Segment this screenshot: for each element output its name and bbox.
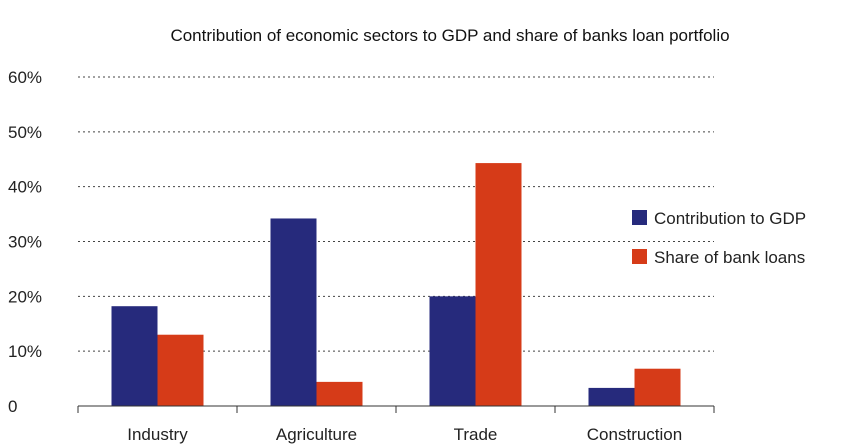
legend-swatch [632, 249, 647, 264]
chart-title: Contribution of economic sectors to GDP … [170, 26, 729, 45]
y-tick-label: 40% [8, 178, 42, 197]
y-tick-label: 20% [8, 287, 42, 306]
x-category-label: Trade [454, 425, 498, 444]
legend-swatch [632, 210, 647, 225]
bar-0-0 [111, 306, 158, 406]
x-category-label: Agriculture [276, 425, 357, 444]
bars [111, 163, 681, 406]
y-axis-ticks: 0 10% 20% 30% 40% 50% 60% [8, 68, 42, 416]
bar-1-0 [157, 334, 204, 406]
bar-1-3 [634, 368, 681, 406]
y-tick-label: 10% [8, 342, 42, 361]
x-axis: Industry Agriculture Trade Construction [77, 405, 715, 444]
y-tick-label: 50% [8, 123, 42, 142]
bar-1-2 [475, 163, 522, 406]
bar-1-1 [316, 381, 363, 406]
gridlines [78, 76, 714, 352]
legend-label: Share of bank loans [654, 248, 805, 267]
bar-0-1 [270, 218, 317, 406]
bar-0-3 [588, 387, 635, 406]
y-tick-label: 60% [8, 68, 42, 87]
y-tick-label: 30% [8, 233, 42, 252]
legend-label: Contribution to GDP [654, 209, 806, 228]
x-category-label: Industry [127, 425, 188, 444]
legend: Contribution to GDP Share of bank loans [632, 209, 806, 267]
bar-0-2 [429, 296, 476, 406]
x-category-label: Construction [587, 425, 682, 444]
y-tick-label: 0 [8, 397, 17, 416]
